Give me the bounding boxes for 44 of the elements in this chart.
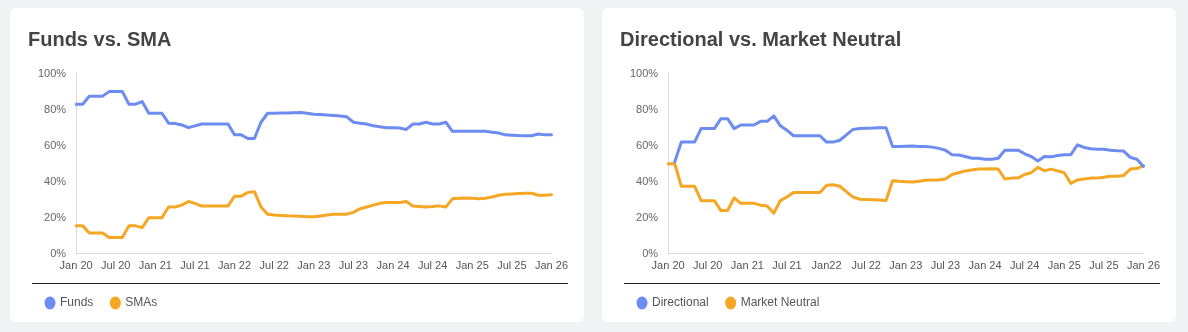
y-tick-label: 0%: [642, 246, 659, 259]
legend-label: Directional: [652, 295, 709, 310]
y-tick-label: 80%: [636, 102, 659, 115]
y-tick-label: 0%: [50, 246, 67, 259]
x-tick-label: Jan 22: [218, 259, 252, 272]
y-tick-label: 40%: [44, 174, 67, 187]
x-tick-label: Jan 21: [730, 259, 764, 272]
y-tick-label: 60%: [636, 138, 659, 151]
x-tick-label: Jan 23: [889, 259, 923, 272]
x-tick-label: Jul 24: [417, 259, 448, 272]
x-tick-label: Jan 25: [1047, 259, 1081, 272]
x-tick-label: Jul 21: [180, 259, 210, 272]
x-tick-label: Jan 26: [534, 259, 568, 272]
x-tick-label: Jul 25: [497, 259, 527, 272]
y-tick-label: 40%: [636, 174, 659, 187]
x-tick-label: Jul 21: [772, 259, 802, 272]
chart-title: Directional vs. Market Neutral: [620, 28, 903, 51]
x-tick-label: Jul 22: [259, 259, 289, 272]
y-tick-label: 80%: [44, 102, 67, 115]
chart-title: Funds vs. SMA: [28, 28, 173, 51]
x-tick-label: Jan 26: [1126, 259, 1160, 272]
x-tick-label: Jul 22: [851, 259, 881, 272]
x-tick-label: Jan 24: [968, 259, 1002, 272]
x-tick-label: Jul 20: [101, 259, 131, 272]
legend-label: SMAs: [125, 295, 158, 310]
x-tick-label: Jul 23: [338, 259, 369, 272]
x-tick-label: Jan 21: [138, 259, 172, 272]
x-tick-label: Jan 25: [455, 259, 489, 272]
x-tick-label: Jul 23: [930, 259, 961, 272]
y-tick-label: 100%: [629, 66, 659, 79]
x-tick-label: Jan22: [811, 259, 842, 272]
x-tick-label: Jan 20: [651, 259, 685, 272]
x-tick-label: Jul 25: [1089, 259, 1119, 272]
x-tick-label: Jul 24: [1009, 259, 1040, 272]
x-tick-label: Jan 24: [376, 259, 410, 272]
legend-label: Market Neutral: [740, 295, 820, 310]
x-tick-label: Jul 20: [693, 259, 723, 272]
y-tick-label: 20%: [636, 210, 659, 223]
y-tick-label: 100%: [37, 66, 67, 79]
y-tick-label: 60%: [44, 138, 67, 151]
y-tick-label: 20%: [44, 210, 67, 223]
legend-label: Funds: [60, 295, 94, 310]
x-tick-label: Jan 23: [297, 259, 331, 272]
x-tick-label: Jan 20: [59, 259, 93, 272]
